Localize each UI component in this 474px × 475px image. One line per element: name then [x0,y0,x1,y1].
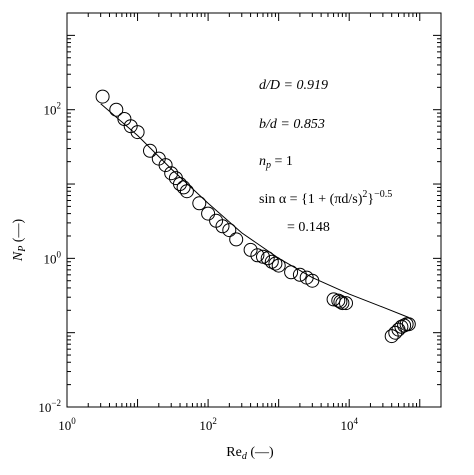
data-point [130,125,145,140]
annotation-b-over-d: b/d = 0.853 [259,117,325,132]
x-tick-label: 104 [340,416,358,433]
data-point [201,206,216,221]
annotation-sin-alpha: sin α = {1 + (πd/s)2}−0.5 [259,189,392,207]
plot-frame [66,12,442,408]
x-axis-label: Red (—) [226,445,274,462]
data-point [229,232,244,247]
data-point [268,256,283,271]
y-axis-label: NP (—) [11,219,28,263]
data-point [95,89,110,104]
axis-ticks [66,12,442,408]
fit-line [100,103,409,318]
data-point [179,184,194,199]
data-point [222,223,237,238]
data-point [173,177,187,191]
data-point [339,296,353,311]
data-point [250,248,265,263]
data-point [397,318,412,333]
data-point [326,292,341,307]
data-point [260,251,275,266]
data-point [176,180,191,195]
data-point [401,317,416,332]
data-point [284,265,299,280]
annotations: d/D = 0.919 b/d = 0.853 np = 1 sin α = {… [259,78,392,235]
data-point [331,293,346,308]
data-points [95,89,416,344]
data-point [292,267,307,282]
data-point [264,254,279,269]
y-tick-label: 102 [44,101,62,118]
annotation-np: np = 1 [259,154,293,171]
data-point [335,296,350,311]
annotation-d-over-D: d/D = 0.919 [259,78,328,93]
data-point [271,258,286,273]
data-point [158,158,173,173]
data-point [215,219,230,234]
data-point [164,166,179,181]
annotation-sin-alpha-value: = 0.148 [287,220,330,235]
x-tick-label: 100 [58,416,76,433]
data-point [143,143,157,158]
data-point [305,273,320,288]
y-tick-label: 10−2 [38,398,61,415]
data-point [109,102,124,117]
data-point [333,294,348,309]
data-point [192,196,207,211]
y-tick-label: 100 [44,249,62,266]
x-tick-label: 102 [199,416,217,433]
